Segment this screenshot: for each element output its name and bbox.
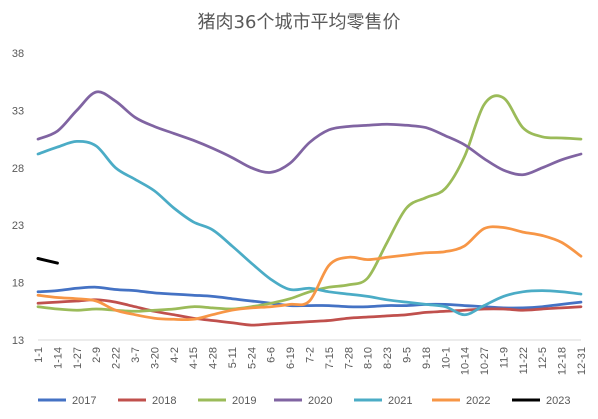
y-tick-label: 28 [12,163,24,175]
series-line-2022 [36,225,583,322]
x-tick-label: 3-20 [149,347,161,369]
y-tick-label: 23 [12,220,24,232]
legend-label-2023: 2023 [546,395,570,407]
series-line-2021 [36,139,583,317]
x-tick-label: 1-14 [52,347,64,369]
x-tick-label: 12-18 [557,347,569,375]
x-tick-label: 4-2 [169,347,181,363]
x-tick-label: 9-5 [401,347,413,363]
legend-label-2021: 2021 [388,395,412,407]
x-tick-label: 5-24 [246,347,258,369]
series-line-2019 [36,94,583,313]
x-tick-label: 3-7 [130,347,142,363]
x-tick-label: 1-27 [72,347,84,369]
x-tick-label: 10-1 [440,347,452,369]
x-tick-label: 12-5 [537,347,549,369]
x-tick-label: 9-18 [421,347,433,369]
legend-label-2020: 2020 [308,395,332,407]
x-tick-label: 8-23 [382,347,394,369]
y-tick-label: 18 [12,278,24,290]
x-tick-label: 11-9 [498,347,510,368]
y-axis-tick-labels: 38 33 28 23 18 13 [12,48,24,347]
x-tick-label: 7-2 [305,347,317,363]
series-line-2020 [36,90,583,177]
x-tick-label: 7-28 [343,347,355,369]
x-tick-label: 4-28 [208,347,220,369]
x-tick-label: 4-15 [188,347,200,369]
series-line-2023 [36,257,59,265]
y-tick-label: 33 [12,105,24,117]
x-tick-label: 6-6 [266,347,278,363]
x-tick-label: 10-27 [479,347,491,375]
x-tick-label: 2-9 [91,347,103,363]
legend-label-2022: 2022 [466,395,490,407]
y-tick-label: 13 [12,335,24,347]
x-tick-label: 1-1 [33,347,45,363]
x-tick-label: 12-31 [576,347,588,375]
x-tick-label: 2-22 [111,347,123,369]
x-tick-label: 8-10 [363,347,375,369]
legend-label-2017: 2017 [72,395,96,407]
chart-title: 猪肉36个城市平均零售价 [198,12,401,33]
legend-label-2018: 2018 [152,395,176,407]
series-line-2017 [36,285,583,310]
x-tick-label: 7-15 [324,347,336,369]
x-tick-label: 10-14 [460,347,472,375]
x-tick-label: 5-11 [227,347,239,368]
legend-label-2019: 2019 [232,395,256,407]
y-tick-label: 38 [12,48,24,60]
x-axis-tick-labels: 1-1 1-14 1-27 2-9 2-22 3-7 3-20 4-2 4-15 4-28 5-11… [33,347,588,375]
x-tick-label: 6-19 [285,347,297,369]
series-lines [36,90,583,327]
legend: 2017 2018 2019 2020 2021 2022 2023 [38,395,570,407]
series-line-2018 [36,298,583,327]
x-tick-label: 11-22 [518,347,530,374]
